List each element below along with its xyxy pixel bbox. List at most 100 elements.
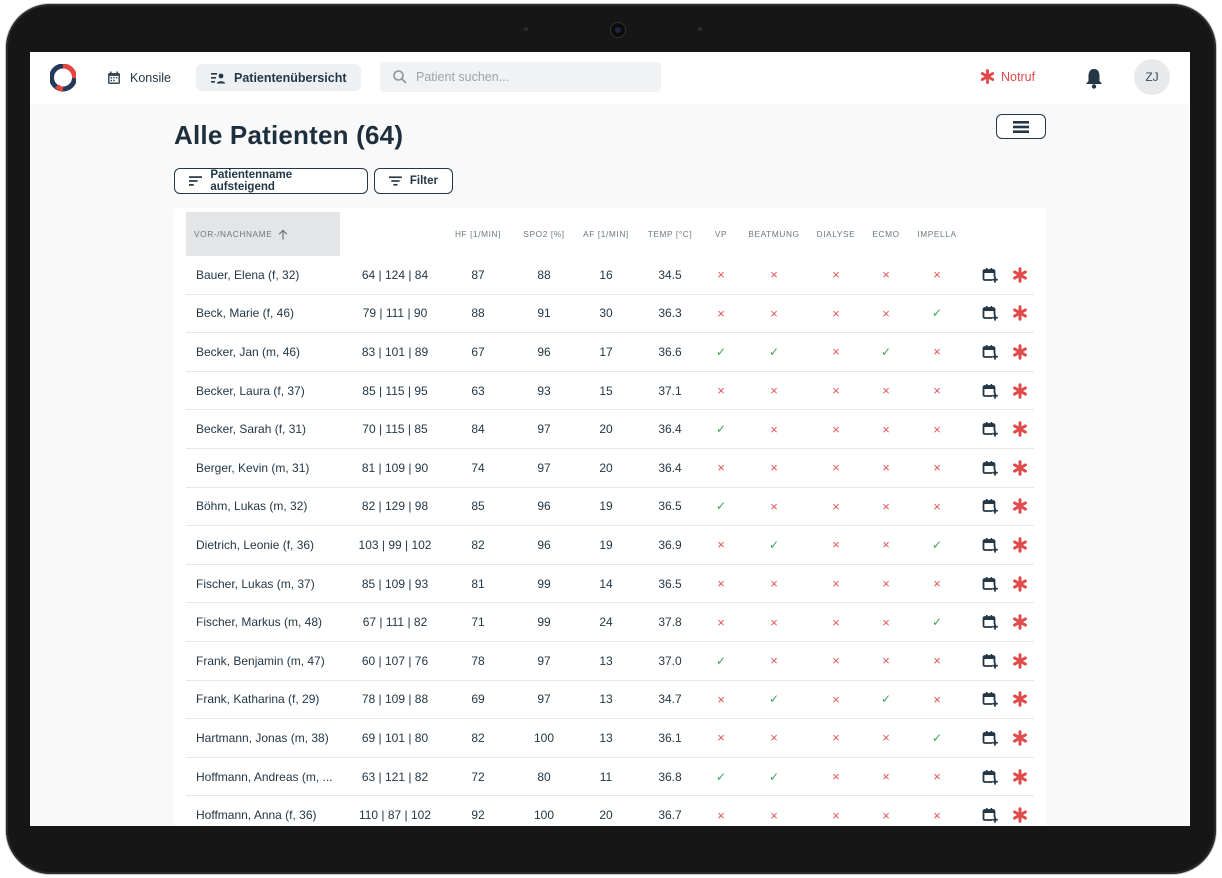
schedule-konsil-button[interactable] [980, 256, 1000, 294]
schedule-konsil-button[interactable] [980, 449, 1000, 487]
check-icon: ✓ [715, 769, 727, 784]
table-row[interactable]: Frank, Benjamin (m, 47) 60 | 107 | 76 78… [186, 642, 1034, 681]
table-row[interactable]: Frank, Katharina (f, 29) 78 | 109 | 88 6… [186, 681, 1034, 720]
column-header-temp[interactable]: TEMP [°C] [647, 229, 693, 239]
column-header-name[interactable]: VOR-/NACHNAME [186, 212, 340, 256]
column-header-dialyse[interactable]: DIALYSE [816, 229, 856, 239]
emergency-button[interactable] [1010, 758, 1030, 796]
schedule-konsil-button[interactable] [980, 333, 1000, 371]
schedule-konsil-button[interactable] [980, 526, 1000, 564]
column-header-ecmo[interactable]: ECMO [872, 229, 900, 239]
emergency-button[interactable] [1010, 642, 1030, 680]
emergency-button[interactable] [1010, 603, 1030, 641]
vp-status: ✓ [706, 642, 736, 680]
dialyse-status: × [810, 410, 862, 448]
patient-name[interactable]: Frank, Katharina (f, 29) [196, 692, 320, 707]
table-row[interactable]: Hartmann, Jonas (m, 38) 69 | 101 | 80 82… [186, 719, 1034, 758]
schedule-konsil-button[interactable] [980, 295, 1000, 333]
patient-name[interactable]: Berger, Kevin (m, 31) [196, 460, 310, 475]
emergency-button[interactable] [1010, 333, 1030, 371]
patient-name[interactable]: Böhm, Lukas (m, 32) [196, 499, 308, 514]
schedule-konsil-button[interactable] [980, 681, 1000, 719]
schedule-konsil-button[interactable] [980, 488, 1000, 526]
column-header-hf[interactable]: HF [1/MIN] [454, 229, 502, 239]
emergency-button[interactable] [1010, 295, 1030, 333]
cross-icon: × [933, 383, 941, 399]
emergency-button[interactable] [1010, 449, 1030, 487]
table-row[interactable]: Fischer, Markus (m, 48) 67 | 111 | 82 71… [186, 603, 1034, 642]
patient-name[interactable]: Bauer, Elena (f, 32) [196, 267, 300, 282]
table-row[interactable]: Berger, Kevin (m, 31) 81 | 109 | 90 74 9… [186, 449, 1034, 488]
schedule-konsil-button[interactable] [980, 565, 1000, 603]
column-header-vp[interactable]: VP [714, 229, 728, 239]
table-row[interactable]: Bauer, Elena (f, 32) 64 | 124 | 84 87 88… [186, 256, 1034, 295]
patient-name[interactable]: Dietrich, Leonie (f, 36) [196, 537, 315, 552]
patient-name[interactable]: Beck, Marie (f, 46) [196, 306, 295, 321]
nav-patientenuebersicht[interactable]: Patientenübersicht [196, 64, 361, 91]
emergency-button[interactable] [1010, 796, 1030, 826]
user-avatar[interactable]: ZJ [1134, 59, 1170, 95]
calendar-add-icon [982, 692, 998, 708]
sort-button[interactable]: Patientenname aufsteigend [174, 168, 368, 194]
schedule-konsil-button[interactable] [980, 372, 1000, 410]
calendar-add-icon [982, 615, 998, 631]
emergency-button[interactable] [1010, 681, 1030, 719]
table-row[interactable]: Becker, Sarah (f, 31) 70 | 115 | 85 84 9… [186, 410, 1034, 449]
cross-icon: × [770, 614, 778, 630]
patient-name[interactable]: Fischer, Markus (m, 48) [196, 615, 323, 630]
nav-konsile[interactable]: Konsile [92, 64, 185, 91]
patient-name[interactable]: Becker, Jan (m, 46) [196, 344, 301, 359]
patient-name[interactable]: Frank, Benjamin (m, 47) [196, 653, 325, 668]
table-row[interactable]: Becker, Laura (f, 37) 85 | 115 | 95 63 9… [186, 372, 1034, 411]
patient-name[interactable]: Hoffmann, Andreas (m, ... [196, 769, 333, 784]
emergency-button[interactable] [1010, 256, 1030, 294]
patient-name[interactable]: Hartmann, Jonas (m, 38) [196, 730, 329, 745]
column-header-af[interactable]: AF [1/MIN] [583, 229, 629, 239]
patient-search[interactable] [380, 62, 661, 92]
search-input[interactable] [414, 69, 648, 85]
table-row[interactable]: Böhm, Lukas (m, 32) 82 | 129 | 98 85 96 … [186, 488, 1034, 527]
emergency-button[interactable] [1010, 372, 1030, 410]
schedule-konsil-button[interactable] [980, 719, 1000, 757]
patient-name[interactable]: Becker, Laura (f, 37) [196, 383, 305, 398]
table-row[interactable]: Beck, Marie (f, 46) 79 | 111 | 90 88 91 … [186, 295, 1034, 334]
schedule-konsil-button[interactable] [980, 796, 1000, 826]
emergency-button[interactable] [1010, 719, 1030, 757]
patient-name[interactable]: Becker, Sarah (f, 31) [196, 422, 307, 437]
schedule-konsil-button[interactable] [980, 758, 1000, 796]
check-icon: ✓ [768, 344, 780, 359]
schedule-konsil-button[interactable] [980, 603, 1000, 641]
cross-icon: × [882, 769, 890, 785]
temp-value: 37.1 [658, 383, 682, 398]
app-logo-icon[interactable] [50, 64, 76, 92]
bell-icon[interactable] [1084, 67, 1104, 89]
table-row[interactable]: Hoffmann, Anna (f, 36) 110 | 87 | 102 92… [186, 796, 1034, 826]
sort-button-label: Patientenname aufsteigend [210, 169, 293, 193]
patient-name[interactable]: Fischer, Lukas (m, 37) [196, 576, 315, 591]
cross-icon: × [770, 383, 778, 399]
emergency-button[interactable] [1010, 410, 1030, 448]
dialyse-status: × [810, 719, 862, 757]
schedule-konsil-button[interactable] [980, 410, 1000, 448]
schedule-konsil-button[interactable] [980, 642, 1000, 680]
cross-icon: × [832, 653, 840, 669]
table-row[interactable]: Becker, Jan (m, 46) 83 | 101 | 89 67 96 … [186, 333, 1034, 372]
view-menu-button[interactable] [996, 114, 1046, 139]
emergency-button[interactable] [1010, 565, 1030, 603]
hf-value: 71 [471, 615, 485, 630]
table-row[interactable]: Dietrich, Leonie (f, 36) 103 | 99 | 102 … [186, 526, 1034, 565]
dialyse-status: × [810, 526, 862, 564]
table-row[interactable]: Fischer, Lukas (m, 37) 85 | 109 | 93 81 … [186, 565, 1034, 604]
notruf-button[interactable]: Notruf [980, 69, 1035, 84]
column-header-impella[interactable]: IMPELLA [917, 229, 957, 239]
patient-name[interactable]: Hoffmann, Anna (f, 36) [196, 808, 317, 823]
impella-status: × [910, 488, 964, 526]
filter-button[interactable]: Filter [374, 168, 453, 194]
column-header-beatmung[interactable]: BEATMUNG [748, 229, 800, 239]
emergency-button[interactable] [1010, 488, 1030, 526]
column-header-spo2[interactable]: SPO2 [%] [523, 229, 565, 239]
emergency-button[interactable] [1010, 526, 1030, 564]
table-row[interactable]: Hoffmann, Andreas (m, ... 63 | 121 | 82 … [186, 758, 1034, 797]
cross-icon: × [717, 537, 725, 553]
impella-status: × [910, 642, 964, 680]
